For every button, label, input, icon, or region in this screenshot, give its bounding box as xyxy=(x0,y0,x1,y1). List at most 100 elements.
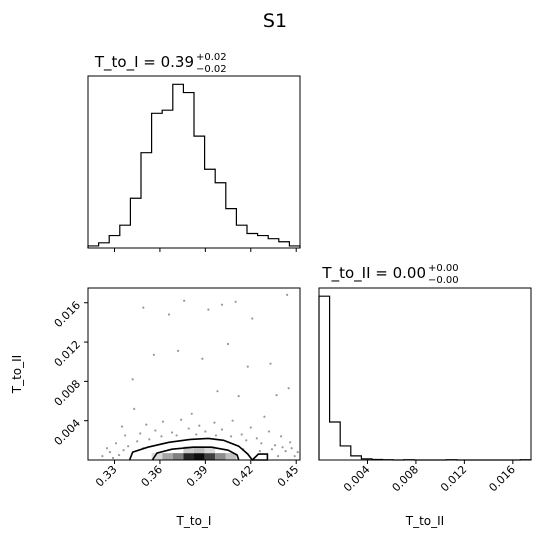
density-scatter-point xyxy=(152,353,155,356)
histogram-t-to-i-panel: T_to_I = 0.39 +0.02 −0.02 xyxy=(87,52,301,252)
histogram-t-to-ii-title: T_to_II = 0.00 xyxy=(321,264,426,283)
density-scatter-point xyxy=(105,447,109,450)
density-scatter-point xyxy=(101,454,104,458)
density-scatter-point xyxy=(161,420,165,423)
density-scatter-point xyxy=(289,441,292,444)
density-scatter-point xyxy=(240,433,243,436)
density-cell xyxy=(162,453,173,460)
x-axis-label-t-to-i: T_to_I xyxy=(176,514,212,528)
density-scatter-point xyxy=(246,365,249,368)
histogram-t-to-i-bar xyxy=(236,225,247,248)
density-scatter-point xyxy=(145,423,148,426)
density-y-tick-label: 0.016 xyxy=(52,299,83,330)
density-contour-inner xyxy=(151,446,240,461)
figure-title: S1 xyxy=(263,10,287,32)
density-scatter-point xyxy=(245,439,248,442)
histogram-t-to-i-frame xyxy=(87,75,301,249)
histogram-t-to-ii-frame xyxy=(318,287,532,461)
density-scatter-point xyxy=(281,446,284,449)
histogram-t-to-i-step-line xyxy=(87,83,301,248)
density-scatter-point xyxy=(148,438,151,441)
density-x-tick-label: 0.33 xyxy=(93,463,120,490)
density-cell xyxy=(183,446,194,454)
histogram-t-to-i-bar xyxy=(130,198,141,248)
density-scatter-point xyxy=(270,448,274,451)
density-cell xyxy=(204,446,216,454)
density-scatter-point xyxy=(273,444,277,447)
density-scatter-point xyxy=(204,430,207,433)
histogram-t-to-i-bar xyxy=(205,169,216,248)
histogram-t-to-i-bar xyxy=(141,153,152,248)
density-scatter-point xyxy=(142,306,145,309)
density-y-tick-label: 0.012 xyxy=(52,338,83,369)
density-frame xyxy=(87,287,301,461)
density-scatter-point xyxy=(249,426,252,429)
density-scatter-point xyxy=(263,415,266,418)
density-scatter-point xyxy=(220,303,224,306)
density-cell xyxy=(183,453,194,460)
density-scatter-point xyxy=(279,435,283,438)
density-y-tick-label: 0.008 xyxy=(52,377,83,408)
density-scatter-point xyxy=(124,434,127,437)
density-scatter-point xyxy=(293,454,296,458)
density-scatter-point xyxy=(114,442,118,445)
density-scatter-point xyxy=(276,454,280,458)
density-x-tick-label: 0.42 xyxy=(229,463,256,490)
density-scatter-point xyxy=(226,342,230,346)
density-scatter-point xyxy=(183,299,186,302)
density-scatter-point xyxy=(154,429,157,432)
histogram-t-to-i-bar xyxy=(268,239,279,248)
density-scatter-point xyxy=(220,428,224,431)
density-cell xyxy=(151,453,163,460)
density-cell xyxy=(204,453,216,460)
density-scatter-point xyxy=(198,424,201,427)
histogram-t-to-ii-bar xyxy=(351,456,362,460)
density-scatter-point xyxy=(275,394,278,397)
density-scatter-point xyxy=(190,412,193,415)
histogram-t-to-ii-panel: T_to_II = 0.00 +0.00 −0.00 0.004 0.008 0.0… xyxy=(318,263,532,528)
density-t-to-i-vs-t-to-ii-panel: 0.33 0.36 0.39 0.42 0.45 0.004 0.008 0.012 0.016… xyxy=(10,287,301,528)
histogram-t-to-ii-x-tick-label: 0.012 xyxy=(438,463,469,494)
histogram-t-to-i-bar xyxy=(226,209,237,248)
histogram-t-to-i-bar xyxy=(120,225,131,248)
histogram-t-to-i-bar xyxy=(194,136,205,248)
histogram-t-to-i-title-upper-error: +0.02 xyxy=(196,52,227,63)
density-scatter-point xyxy=(131,378,134,381)
density-y-tick-label: 0.004 xyxy=(52,417,83,448)
histogram-t-to-ii-x-tick-label: 0.008 xyxy=(390,463,421,494)
density-scatter-point xyxy=(127,445,130,448)
density-scatter-point xyxy=(230,435,233,438)
density-scatter-point xyxy=(260,442,263,445)
histogram-t-to-ii-bar xyxy=(340,446,351,460)
density-scatter-point xyxy=(122,449,125,452)
density-scatter-point xyxy=(255,437,258,440)
density-scatter-point xyxy=(258,450,261,453)
density-scatter-point xyxy=(136,440,139,443)
density-scatter-point xyxy=(213,421,216,424)
histogram-t-to-i-title: T_to_I = 0.39 xyxy=(94,53,194,72)
histogram-t-to-i-bar xyxy=(109,236,120,248)
density-cell xyxy=(215,453,226,460)
density-scatter-point xyxy=(234,300,237,303)
density-scatter-point xyxy=(133,407,136,410)
density-scatter-point xyxy=(296,451,299,454)
y-axis-label-t-to-ii: T_to_II xyxy=(10,355,24,394)
histogram-t-to-i-title-lower-error: −0.02 xyxy=(196,64,227,75)
density-contour-outer xyxy=(128,437,269,461)
density-x-tick-label: 0.36 xyxy=(139,463,166,490)
histogram-t-to-i-bar xyxy=(215,183,226,248)
density-cell xyxy=(194,453,205,460)
density-scatter-point xyxy=(216,390,219,393)
histogram-t-to-i-bar xyxy=(279,242,290,248)
density-x-tick-label: 0.39 xyxy=(184,463,211,490)
density-scatter-point xyxy=(214,434,218,437)
density-scatter-point xyxy=(201,357,204,360)
density-scatter-point xyxy=(267,430,271,433)
histogram-t-to-ii-x-tick-label: 0.016 xyxy=(486,463,517,494)
density-scatter-point xyxy=(284,450,287,453)
density-scatter-point xyxy=(290,447,293,450)
density-scatter-point xyxy=(170,431,174,434)
density-scatter-point xyxy=(111,456,115,460)
density-scatter-point xyxy=(139,432,142,435)
